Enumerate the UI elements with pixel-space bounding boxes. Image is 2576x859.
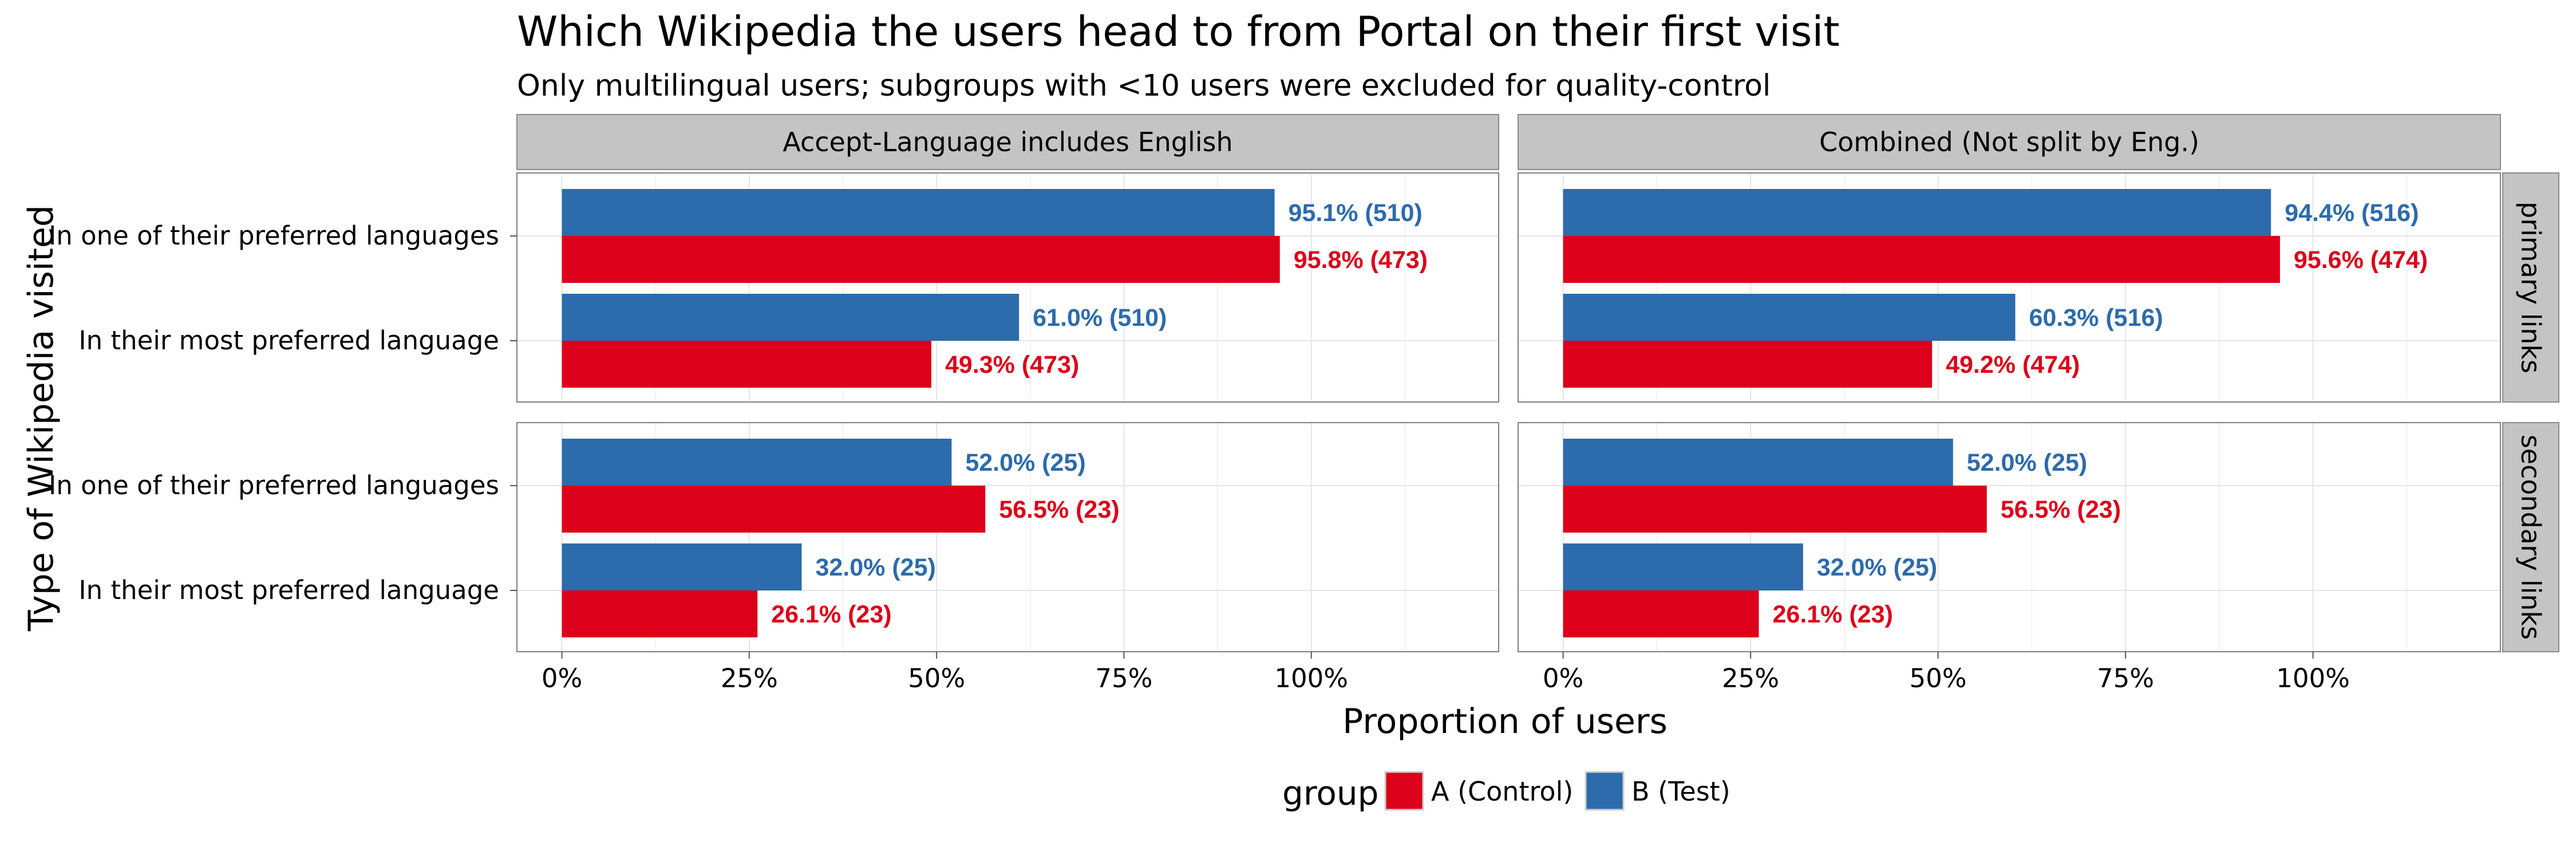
bar-control	[562, 486, 986, 533]
bar-control	[1563, 341, 1933, 388]
data-label: 56.5% (23)	[999, 496, 1119, 523]
data-label: 56.5% (23)	[2001, 496, 2121, 523]
bar-control	[1563, 590, 1759, 637]
panel-border	[1518, 422, 2501, 652]
facet-strip-row	[2502, 172, 2559, 403]
legend-key	[1384, 771, 1424, 811]
facet-strip-column-label: Combined (Not split by Eng.)	[1819, 127, 2199, 157]
plot-area: Accept-Language includes English Combined…	[49, 114, 2559, 693]
x-tick-label: 100%	[1274, 663, 1348, 693]
legend-key	[1585, 771, 1625, 811]
bar-control	[1563, 486, 1987, 533]
data-label: 32.0% (25)	[1817, 554, 1937, 581]
data-label: 52.0% (25)	[965, 449, 1085, 476]
facet-strip-column	[516, 114, 1499, 170]
panel-border	[516, 172, 1499, 403]
data-label: 60.3% (516)	[2029, 304, 2163, 332]
bar-test	[562, 543, 802, 590]
x-tick-label: 75%	[1095, 663, 1152, 693]
bar-control	[562, 236, 1280, 283]
x-tick-label: 25%	[721, 663, 778, 693]
chart-subtitle: Only multilingual users; subgroups with …	[517, 69, 1771, 103]
bar-test	[1563, 439, 1953, 486]
y-tick-label: In one of their preferred languages	[49, 470, 499, 501]
y-tick-label: In their most preferred language	[78, 325, 499, 356]
data-label: 26.1% (23)	[771, 601, 891, 628]
facet-strip-row	[2502, 422, 2559, 652]
y-tick-label: In their most preferred language	[78, 575, 499, 605]
data-label: 32.0% (25)	[815, 554, 935, 581]
bar-test	[562, 294, 1020, 341]
bar-control	[562, 590, 758, 637]
data-label: 52.0% (25)	[1967, 449, 2087, 476]
data-label: 94.4% (516)	[2285, 199, 2419, 227]
legend-title: group	[1282, 774, 1378, 813]
x-tick-label: 75%	[2097, 663, 2154, 693]
bar-control	[562, 341, 931, 388]
y-axis-label: Type of Wikipedia visited	[21, 205, 61, 632]
data-label: 95.8% (473)	[1294, 246, 1428, 274]
chart-title: Which Wikipedia the users head to from P…	[517, 7, 1840, 56]
x-tick-label: 50%	[908, 663, 965, 693]
data-label: 95.6% (474)	[2294, 246, 2428, 274]
chart-panel: 94.4% (516) 60.3% (516) 95.6% (474) 49.2% (…	[1518, 172, 2501, 403]
facet-strip-column-label: Accept-Language includes English	[783, 127, 1232, 157]
legend: group A (Control) B (Test)	[1282, 771, 1730, 813]
bar-test	[562, 189, 1275, 236]
chart-panel: 52.0% (25) 32.0% (25) 56.5% (23) 26.1% (23)	[1518, 422, 2501, 652]
panel-border	[1518, 172, 2501, 403]
bar-test	[1563, 543, 1803, 590]
bar-test	[562, 439, 952, 486]
bar-test	[1563, 189, 2271, 236]
x-tick-label: 50%	[1910, 663, 1967, 693]
facet-strip-row-label: secondary links	[2515, 435, 2546, 640]
chart-panel: 52.0% (25) 32.0% (25) 56.5% (23) 26.1% (23)	[516, 422, 1499, 652]
legend-label: A (Control)	[1431, 776, 1573, 807]
data-label: 49.3% (473)	[945, 351, 1079, 379]
x-tick-label: 100%	[2276, 663, 2350, 693]
chart-panel: 95.1% (510) 61.0% (510) 95.8% (473) 49.3% (…	[516, 172, 1499, 403]
x-tick-label: 0%	[542, 663, 582, 693]
x-tick-label: 25%	[1722, 663, 1779, 693]
legend-label: B (Test)	[1631, 776, 1730, 807]
y-tick-label: In one of their preferred languages	[49, 220, 499, 251]
data-label: 95.1% (510)	[1289, 199, 1423, 227]
x-tick-label: 0%	[1543, 663, 1583, 693]
bar-test	[1563, 294, 2016, 341]
bar-control	[1563, 236, 2280, 283]
data-label: 49.2% (474)	[1946, 351, 2080, 379]
data-label: 61.0% (510)	[1033, 304, 1167, 332]
facet-strip-row-label: primary links	[2515, 202, 2546, 373]
panel-border	[516, 422, 1499, 652]
data-label: 26.1% (23)	[1772, 601, 1893, 628]
x-axis-label: Proportion of users	[1342, 702, 1668, 742]
facet-strip-column	[1518, 114, 2501, 170]
